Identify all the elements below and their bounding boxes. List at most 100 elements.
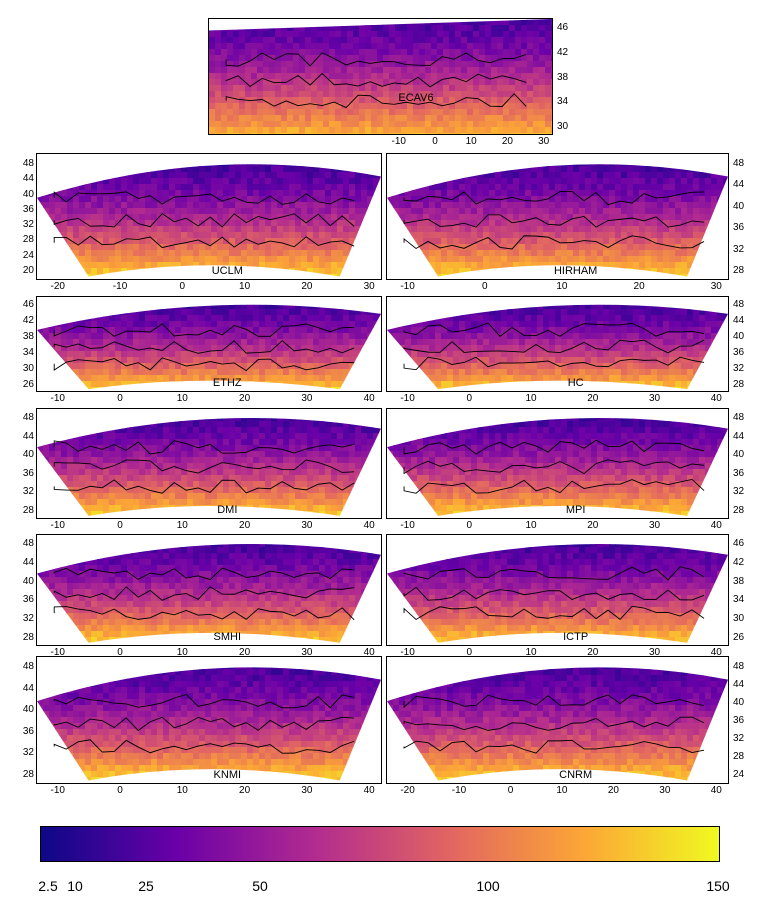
y-tick-label: 32 — [733, 486, 745, 498]
x-tick-label: 40 — [710, 785, 722, 796]
y-tick-label: 36 — [22, 203, 34, 215]
y-tick-label: 28 — [733, 379, 745, 391]
y-tick-label: 32 — [22, 486, 34, 498]
coastline — [225, 52, 527, 109]
y-tick-label: 28 — [22, 505, 34, 517]
x-tick-label: 30 — [710, 281, 722, 292]
x-tick-label: 30 — [659, 785, 671, 796]
panel-mpi: MPI -10 0 10 20 30 40 48 44 40 36 32 28 — [386, 408, 744, 531]
x-tick-label: 30 — [301, 520, 313, 531]
colorbar — [40, 826, 720, 862]
y-tick-label: 44 — [733, 430, 745, 442]
y-tick-label: 36 — [22, 467, 34, 479]
panel-label: ETHZ — [212, 377, 242, 389]
x-tick-label: 30 — [301, 647, 313, 658]
y-tick-label: 28 — [733, 505, 745, 517]
x-tick-label: 20 — [633, 281, 645, 292]
x-tick-label: 0 — [117, 393, 123, 404]
y-tick-label: 40 — [22, 188, 34, 200]
x-tick-label: 0 — [481, 281, 488, 292]
y-tick-label: 48 — [22, 537, 34, 549]
y-tick-label: 40 — [22, 704, 34, 716]
heatmap-field — [387, 667, 728, 781]
y-tick-label: 28 — [733, 264, 745, 276]
x-tick-label: 10 — [176, 785, 188, 796]
y-tick-label: 48 — [22, 411, 34, 423]
y-tick-label: 24 — [22, 249, 34, 261]
heatmap-field — [209, 19, 552, 134]
colorbar-tick-label: 100 — [476, 878, 500, 894]
x-tick-label: 40 — [363, 647, 375, 658]
x-tick-label: 10 — [176, 647, 188, 658]
heatmap-field — [387, 304, 728, 390]
y-tick-label: 24 — [733, 768, 745, 780]
y-tick-label: 32 — [733, 732, 745, 744]
x-tick-label: 20 — [301, 281, 313, 292]
heatmap-field — [37, 304, 381, 390]
y-tick-label: 40 — [22, 449, 34, 461]
x-tick-label: 30 — [538, 136, 550, 147]
y-tick-label: 44 — [22, 682, 34, 694]
panel-label: ICTP — [563, 631, 589, 643]
x-tick-label: 20 — [501, 136, 513, 147]
y-tick-label: 34 — [557, 96, 569, 108]
coastline — [403, 439, 705, 494]
x-tick-label: 10 — [556, 785, 568, 796]
y-tick-label: 44 — [22, 556, 34, 568]
y-tick-label: 48 — [733, 411, 745, 423]
colorbar-tick-label: 10 — [67, 878, 83, 894]
y-tick-label: 36 — [22, 594, 34, 606]
x-tick-label: -10 — [451, 785, 467, 796]
x-tick-label: 0 — [507, 785, 514, 796]
panel-label: UCLM — [211, 265, 243, 277]
coastline — [53, 440, 355, 494]
x-tick-label: 20 — [239, 785, 251, 796]
x-tick-label: -10 — [400, 281, 415, 292]
x-tick-label: 20 — [239, 520, 251, 531]
y-tick-label: 40 — [733, 200, 745, 212]
x-tick-label: 40 — [710, 520, 722, 531]
heatmap-field — [387, 544, 728, 643]
x-tick-label: 30 — [648, 647, 661, 658]
y-tick-label: 30 — [733, 613, 745, 625]
y-tick-label: 44 — [22, 430, 34, 442]
y-tick-label: 34 — [733, 594, 745, 606]
x-tick-label: -10 — [400, 520, 415, 531]
x-tick-label: 40 — [363, 520, 375, 531]
coastline — [403, 566, 705, 621]
y-tick-label: 46 — [733, 537, 745, 549]
y-tick-label: 46 — [22, 298, 34, 310]
y-tick-label: 44 — [22, 173, 34, 185]
y-tick-label: 36 — [733, 715, 745, 726]
y-tick-label: 42 — [557, 46, 569, 58]
x-tick-label: 10 — [556, 281, 568, 292]
x-tick-label: 20 — [607, 785, 619, 796]
x-tick-label: 0 — [466, 393, 473, 404]
x-tick-label: 30 — [363, 281, 375, 292]
y-tick-label: 30 — [22, 363, 34, 375]
colorbar-tick-label: 2.5 — [38, 878, 58, 894]
coastline — [403, 694, 705, 754]
x-tick-label: 20 — [587, 520, 599, 531]
x-tick-label: 10 — [176, 393, 188, 404]
y-tick-label: 44 — [733, 314, 745, 326]
panel-hc: HC -10 0 10 20 30 40 48 44 40 36 32 28 — [386, 296, 744, 404]
x-tick-label: 10 — [525, 520, 537, 531]
x-tick-label: -10 — [112, 281, 128, 292]
panel-label: HC — [567, 377, 584, 389]
y-tick-label: 44 — [733, 679, 745, 691]
y-tick-label: 42 — [733, 556, 745, 568]
panel-hirham: HIRHAM -10 0 10 20 30 48 44 40 36 32 28 — [386, 153, 744, 292]
y-tick-label: 30 — [557, 120, 569, 132]
panel-uclm: UCLM -20 -10 0 10 20 30 48 44 40 36 32 28 24 20 — [23, 153, 382, 292]
y-tick-label: 38 — [22, 330, 34, 342]
x-tick-label: -10 — [50, 393, 65, 404]
y-tick-label: 42 — [22, 314, 34, 326]
y-tick-label: 28 — [22, 632, 34, 644]
x-tick-label: -20 — [400, 785, 415, 796]
y-tick-label: 46 — [557, 22, 569, 34]
y-tick-label: 38 — [557, 71, 569, 83]
y-tick-label: 36 — [733, 347, 745, 359]
coastline — [53, 567, 355, 621]
y-tick-label: 40 — [733, 697, 745, 709]
